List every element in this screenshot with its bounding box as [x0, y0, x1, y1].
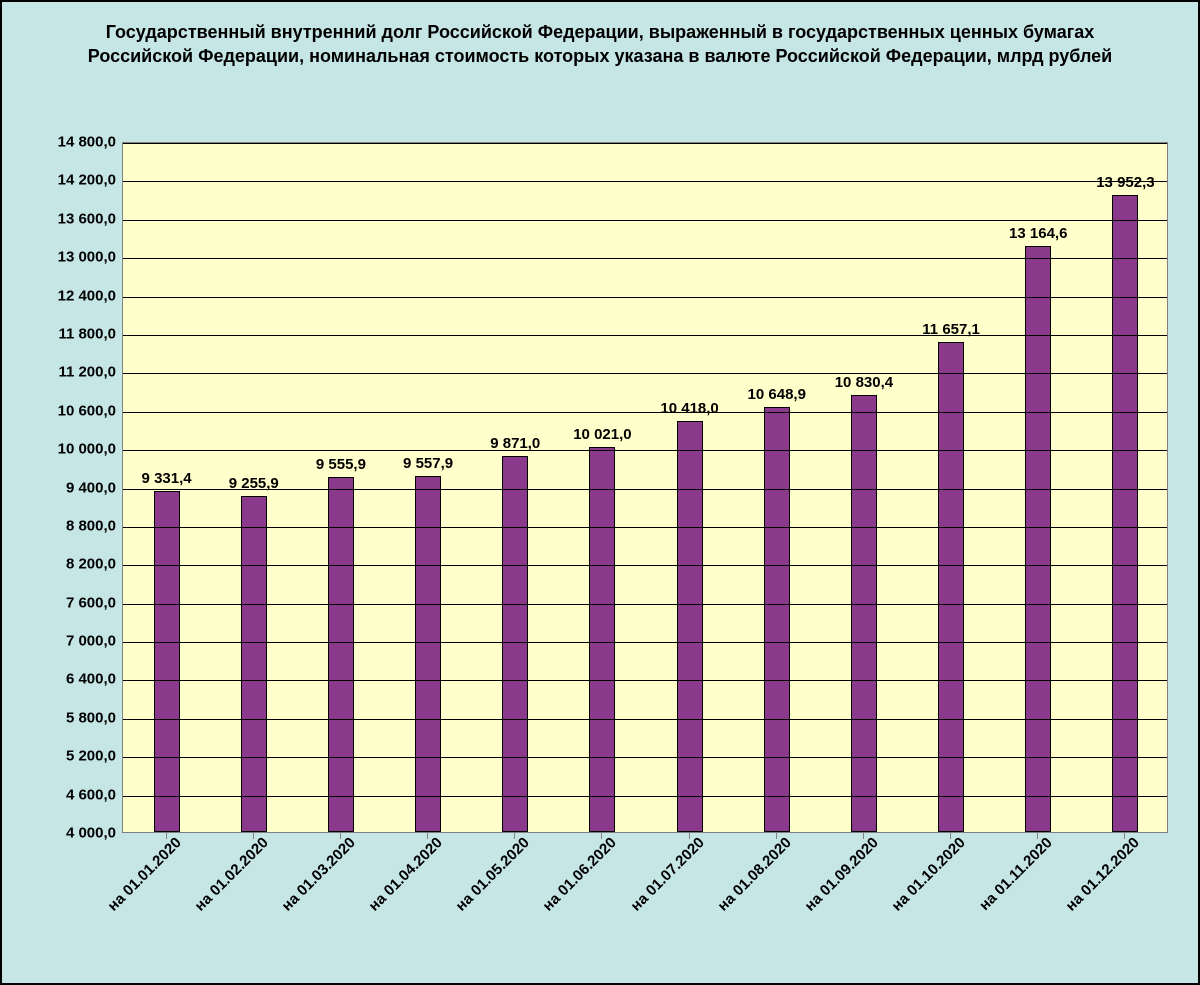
bar-slot: 11 657,1: [908, 143, 995, 832]
x-tick: [863, 833, 864, 839]
x-tick: [253, 833, 254, 839]
gridline: [123, 181, 1167, 182]
plot-wrap: 4 000,0 4 600,0 5 200,0 5 800,0 6 400,0 7 000…: [22, 142, 1178, 963]
x-tick-label: на 01.06.2020: [540, 834, 620, 914]
y-tick-label: 5 200,0: [66, 748, 116, 765]
bars-layer: 9 331,4 9 255,9 9 555,9 9 557,9 9 871,0 10 02…: [123, 143, 1167, 832]
gridline: [123, 680, 1167, 681]
bar: [1025, 246, 1051, 832]
y-tick-label: 8 800,0: [66, 517, 116, 534]
bar: [415, 476, 441, 832]
gridline: [123, 297, 1167, 298]
bar-slot: 13 164,6: [995, 143, 1082, 832]
bar-value-label: 10 021,0: [573, 426, 631, 443]
bar-value-label: 9 331,4: [142, 470, 192, 487]
x-tick-label: на 01.09.2020: [801, 834, 881, 914]
x-tick: [689, 833, 690, 839]
y-tick-label: 7 600,0: [66, 594, 116, 611]
gridline: [123, 450, 1167, 451]
bar-slot: 10 021,0: [559, 143, 646, 832]
y-tick-label: 14 200,0: [58, 172, 116, 189]
gridline: [123, 757, 1167, 758]
x-tick-label: на 01.08.2020: [714, 834, 794, 914]
y-tick-label: 6 400,0: [66, 671, 116, 688]
y-tick-label: 10 600,0: [58, 402, 116, 419]
bar-slot: 10 830,4: [820, 143, 907, 832]
y-tick-label: 11 800,0: [58, 325, 116, 342]
bar-slot: 10 418,0: [646, 143, 733, 832]
x-tick-label: на 01.10.2020: [889, 834, 969, 914]
y-tick-label: 10 000,0: [58, 441, 116, 458]
y-tick-label: 11 200,0: [58, 364, 116, 381]
bar-slot: 9 255,9: [210, 143, 297, 832]
bar-value-label: 10 648,9: [748, 386, 806, 403]
bar: [1112, 195, 1138, 832]
bar-value-label: 10 830,4: [835, 374, 893, 391]
bar-slot: 9 555,9: [297, 143, 384, 832]
y-tick-label: 14 800,0: [58, 134, 116, 151]
gridline: [123, 220, 1167, 221]
bar: [154, 491, 180, 832]
x-tick: [776, 833, 777, 839]
bar-value-label: 9 557,9: [403, 455, 453, 472]
chart-container: Государственный внутренний долг Российск…: [0, 0, 1200, 985]
y-tick-label: 5 800,0: [66, 709, 116, 726]
y-tick-label: 4 000,0: [66, 825, 116, 842]
y-tick-label: 9 400,0: [66, 479, 116, 496]
gridline: [123, 335, 1167, 336]
x-tick-label: на 01.12.2020: [1063, 834, 1143, 914]
y-tick-label: 8 200,0: [66, 556, 116, 573]
bar-slot: 10 648,9: [733, 143, 820, 832]
gridline: [123, 796, 1167, 797]
gridline: [123, 412, 1167, 413]
bar: [677, 421, 703, 832]
gridline: [123, 642, 1167, 643]
x-tick: [340, 833, 341, 839]
bar-slot: 9 331,4: [123, 143, 210, 832]
gridline: [123, 604, 1167, 605]
plot-area: 9 331,4 9 255,9 9 555,9 9 557,9 9 871,0 10 02…: [122, 142, 1168, 833]
y-tick-label: 4 600,0: [66, 786, 116, 803]
bar: [241, 496, 267, 832]
bar-slot: 13 952,3: [1082, 143, 1169, 832]
y-tick-label: 12 400,0: [58, 287, 116, 304]
gridline: [123, 719, 1167, 720]
gridline: [123, 489, 1167, 490]
gridline: [123, 373, 1167, 374]
bar: [851, 395, 877, 832]
x-tick-label: на 01.01.2020: [104, 834, 184, 914]
bar: [502, 456, 528, 832]
x-tick: [166, 833, 167, 839]
gridline: [123, 143, 1167, 144]
bar: [328, 477, 354, 832]
bar: [764, 407, 790, 832]
y-tick-label: 13 600,0: [58, 210, 116, 227]
bar-slot: 9 557,9: [385, 143, 472, 832]
x-tick-label: на 01.02.2020: [191, 834, 271, 914]
x-tick-label: на 01.11.2020: [976, 834, 1056, 914]
gridline: [123, 258, 1167, 259]
x-tick-label: на 01.04.2020: [366, 834, 446, 914]
x-tick-label: на 01.07.2020: [627, 834, 707, 914]
bar: [589, 447, 615, 832]
y-axis: 4 000,04 600,05 200,05 800,06 400,07 000…: [22, 142, 122, 833]
x-tick-label: на 01.05.2020: [453, 834, 533, 914]
y-tick-label: 13 000,0: [58, 249, 116, 266]
bar-value-label: 9 555,9: [316, 456, 366, 473]
gridline: [123, 527, 1167, 528]
bar: [938, 342, 964, 832]
bar-value-label: 13 952,3: [1096, 174, 1154, 191]
gridline: [123, 565, 1167, 566]
bar-value-label: 13 164,6: [1009, 225, 1067, 242]
bar-value-label: 10 418,0: [660, 400, 718, 417]
x-axis: на 01.01.2020на 01.02.2020на 01.03.2020н…: [122, 833, 1168, 963]
x-tick-label: на 01.03.2020: [278, 834, 358, 914]
bar-slot: 9 871,0: [472, 143, 559, 832]
chart-title: Государственный внутренний долг Российск…: [2, 2, 1198, 79]
y-tick-label: 7 000,0: [66, 633, 116, 650]
